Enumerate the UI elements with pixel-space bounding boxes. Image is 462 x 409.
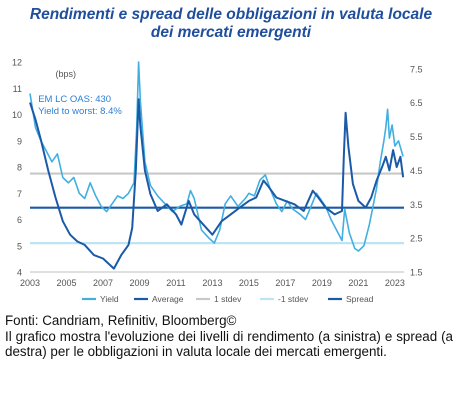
x-tick-label: 2011 xyxy=(166,278,185,288)
y-left-tick-label: 7 xyxy=(17,189,22,199)
y-left-tick-label: 4 xyxy=(17,268,22,278)
x-tick-label: 2007 xyxy=(93,278,113,288)
x-tick-label: 2015 xyxy=(239,278,259,288)
chart-description: Il grafico mostra l'evoluzione dei livel… xyxy=(5,328,453,360)
x-tick-label: 2013 xyxy=(202,278,222,288)
legend-label: -1 stdev xyxy=(278,294,309,304)
y-right-tick-label: 6.5 xyxy=(410,98,423,108)
annotation-text: Yield to worst: 8.4% xyxy=(38,106,122,117)
y-left-tick-label: 10 xyxy=(12,110,22,120)
y-right-tick-label: 7.5 xyxy=(410,64,423,74)
chart-title: Rendimenti e spread delle obbligazioni i… xyxy=(0,6,462,42)
y-left-tick-label: 11 xyxy=(13,84,22,94)
yield-spread-chart: 4 5 6 7 8 9 10 11 12 1.5 2.5 3.5 4.5 5.5 6.5 7.5 2003 200… xyxy=(12,58,423,305)
annotation-text: EM LC OAS: 430 xyxy=(38,94,111,105)
y-left-tick-label: 6 xyxy=(17,215,22,225)
legend-label: Yield xyxy=(100,294,119,304)
y-right-tick-label: 5.5 xyxy=(410,132,423,142)
y-right-tick-label: 2.5 xyxy=(410,234,423,244)
y-left-tick-label: 8 xyxy=(17,163,22,173)
x-tick-label: 2023 xyxy=(385,278,405,288)
caption: Fonti: Candriam, Refinitiv, Bloomberg© I… xyxy=(5,313,453,360)
y-right-tick-label: 3.5 xyxy=(410,200,423,210)
y-right-tick-label: 1.5 xyxy=(410,268,423,278)
chart-title-line2: dei mercati emergenti xyxy=(150,24,312,41)
x-tick-label: 2017 xyxy=(275,278,295,288)
y-left-tick-label: 9 xyxy=(17,136,22,146)
x-tick-label: 2021 xyxy=(348,278,368,288)
legend-label: Average xyxy=(152,294,184,304)
source-note: Fonti: Candriam, Refinitiv, Bloomberg© xyxy=(5,313,237,328)
unit-label: (bps) xyxy=(56,69,77,79)
chart-title-line1: Rendimenti e spread delle obbligazioni i… xyxy=(29,6,433,23)
legend-label: Spread xyxy=(346,294,374,304)
y-left-tick-label: 5 xyxy=(17,241,22,251)
x-tick-label: 2009 xyxy=(129,278,149,288)
x-tick-label: 2003 xyxy=(20,278,40,288)
legend-label: 1 stdev xyxy=(214,294,242,304)
x-tick-label: 2019 xyxy=(312,278,332,288)
spread-series-line xyxy=(29,98,405,270)
y-right-tick-label: 4.5 xyxy=(410,166,423,176)
x-tick-label: 2005 xyxy=(56,278,76,288)
yield-series-line xyxy=(29,61,404,252)
y-left-tick-label: 12 xyxy=(12,58,22,68)
